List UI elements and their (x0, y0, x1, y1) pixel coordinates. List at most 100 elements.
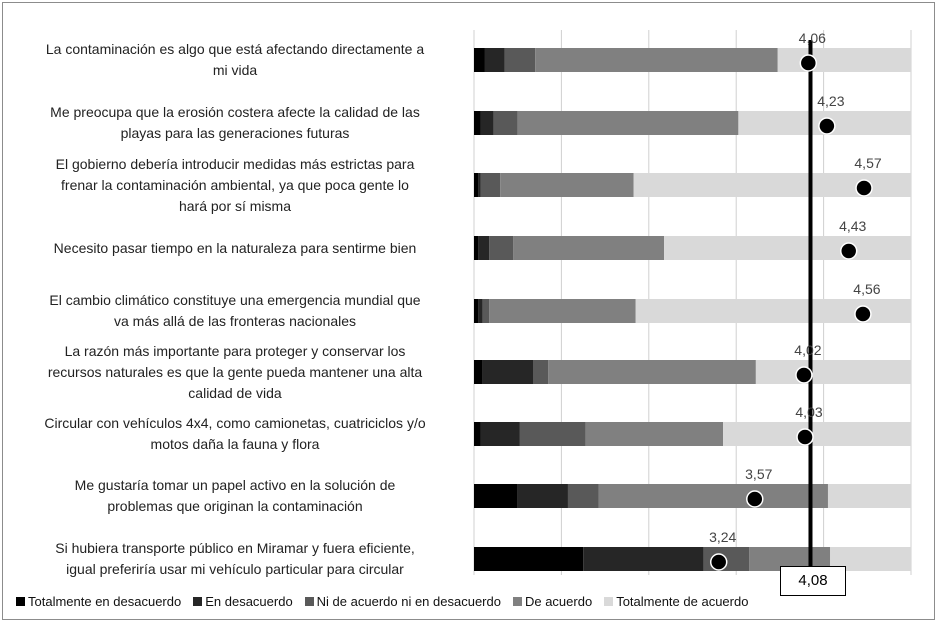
mean-marker (795, 366, 813, 384)
category-label-line: El cambio climático constituye una emerg… (49, 292, 421, 308)
bar-segment (493, 111, 518, 135)
legend-label: Ni de acuerdo ni en desacuerdo (316, 594, 501, 609)
mean-marker (839, 242, 858, 260)
bar-segment (500, 173, 634, 197)
category-label-line: problemas que originan la contaminación (107, 498, 363, 514)
bar-segment (777, 48, 911, 72)
bar-segment (598, 484, 828, 508)
legend-item: Ni de acuerdo ni en desacuerdo (304, 594, 501, 609)
bar-segment (480, 111, 494, 135)
legend-label: De acuerdo (524, 594, 593, 609)
bar-segment (474, 48, 485, 72)
category-label: Si hubiera transporte público en Miramar… (10, 538, 460, 580)
bar-segment (474, 236, 479, 260)
bar-segment (517, 111, 739, 135)
mean-label: 4,23 (817, 93, 844, 109)
bar-segment (504, 48, 536, 72)
legend-item: De acuerdo (512, 594, 593, 609)
legend-item: Totalmente en desacuerdo (16, 594, 181, 609)
category-label-line: Si hubiera transporte público en Miramar… (55, 540, 415, 556)
bar-segment (585, 422, 724, 446)
bar-segment (482, 299, 490, 323)
bar-segment (474, 173, 479, 197)
mean-label: 4,43 (839, 218, 866, 234)
category-label: La contaminación es algo que está afecta… (10, 39, 460, 81)
category-label-line: La razón más importante para proteger y … (64, 342, 406, 359)
bar-segment (517, 484, 568, 508)
category-label: La razón más importante para proteger y … (10, 341, 460, 404)
mean-marker (855, 179, 873, 197)
category-label: Circular con vehículos 4x4, como camione… (10, 413, 460, 455)
legend-swatch (512, 597, 522, 606)
legend-item: Totalmente de acuerdo (604, 594, 748, 609)
bar-segment (484, 48, 505, 72)
legend-label: Totalmente de acuerdo (616, 594, 749, 609)
mean-label: 4,03 (795, 404, 822, 420)
category-label-line: Circular con vehículos 4x4, como camione… (44, 415, 426, 431)
legend-item: En desacuerdo (193, 594, 293, 609)
category-label-line: recursos naturales es que la gente pueda… (47, 363, 423, 380)
bar-segment (513, 236, 665, 260)
category-label-line: Necesito pasar tiempo en la naturaleza p… (53, 239, 417, 256)
mean-label: 3,57 (745, 466, 772, 482)
bar-segment (489, 236, 514, 260)
mean-marker (796, 428, 814, 446)
legend: Totalmente en desacuerdo En desacuerdo Ni … (16, 594, 760, 609)
mean-label: 3,24 (709, 529, 736, 545)
bar-segment (474, 299, 479, 323)
bar-segment (519, 422, 586, 446)
legend-label: En desacuerdo (205, 594, 293, 609)
category-label-line: hará por sí misma (178, 197, 292, 214)
bar-segment (664, 236, 911, 260)
bar-segment (755, 360, 911, 384)
reference-value-box: 4,08 (780, 566, 846, 596)
bar-segment (548, 360, 756, 384)
bar-segment (827, 484, 911, 508)
mean-label: 4,57 (854, 155, 881, 171)
mean-marker (709, 553, 728, 571)
legend-swatch (193, 597, 203, 606)
bar-segment (583, 547, 704, 571)
legend-swatch (304, 597, 314, 606)
category-label-line: Me gustaría tomar un papel activo en la … (74, 477, 396, 493)
mean-marker (746, 490, 764, 508)
category-label-line: frenar la contaminación ambiental, ya qu… (61, 176, 409, 193)
bar-segment (480, 422, 520, 446)
category-label-line: Me preocupa que la erosión costera afect… (50, 104, 420, 120)
category-label-line: mi vida (212, 62, 258, 78)
category-label-line: playas para las generaciones futuras (120, 125, 350, 141)
mean-marker (854, 305, 872, 323)
bar-segment (478, 173, 481, 197)
bar-segment (567, 484, 599, 508)
category-label-line: calidad de vida (188, 384, 282, 401)
bar-segment (489, 299, 636, 323)
legend-swatch (604, 597, 614, 606)
bar-segment (482, 360, 533, 384)
mean-label: 4,56 (853, 281, 880, 297)
legend-swatch (16, 597, 25, 606)
category-label-line: motos daña la fauna y flora (150, 436, 320, 452)
bar-segment (474, 111, 481, 135)
category-label-line: igual preferiría usar mi vehículo partic… (66, 561, 404, 577)
category-label-line: El gobierno debería introducir medidas m… (55, 155, 415, 172)
category-label: El gobierno debería introducir medidas m… (10, 154, 460, 217)
category-label: Me gustaría tomar un papel activo en la … (10, 475, 460, 517)
category-label: El cambio climático constituye una emerg… (10, 290, 460, 332)
mean-marker (818, 117, 836, 135)
bar-segment (474, 422, 481, 446)
bar-segment (480, 173, 501, 197)
category-label: Necesito pasar tiempo en la naturaleza p… (10, 238, 460, 259)
mean-label: 4,02 (794, 342, 821, 358)
bar-segment (474, 360, 483, 384)
bar-segment (723, 422, 911, 446)
category-label: Me preocupa que la erosión costera afect… (10, 102, 460, 144)
bar-segment (474, 484, 518, 508)
bar-segment (478, 236, 490, 260)
bar-segment (532, 360, 549, 384)
category-label-line: La contaminación es algo que está afecta… (45, 41, 425, 57)
legend-label: Totalmente en desacuerdo (28, 594, 182, 609)
mean-marker (799, 54, 818, 72)
bar-segment (474, 547, 584, 571)
bar-segment (478, 299, 483, 323)
